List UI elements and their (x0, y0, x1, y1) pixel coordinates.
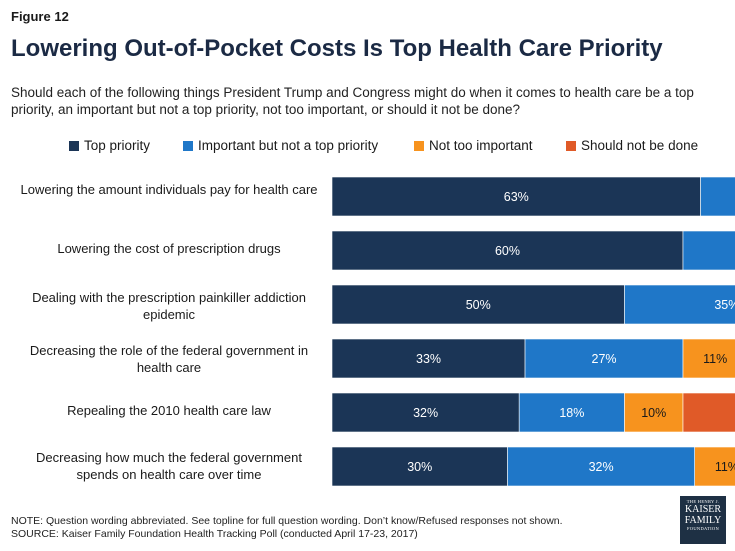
data-label: 50% (466, 298, 491, 312)
legend-swatch (183, 140, 193, 151)
data-label: 33% (416, 352, 441, 366)
bar-top-priority (331, 446, 508, 487)
legend-swatch (69, 140, 79, 151)
legend-item-important: Important but not a top priority (183, 138, 378, 153)
bar-top-priority (331, 338, 526, 379)
legend: Top priority Important but not a top pri… (0, 138, 735, 158)
row-label: Repealing the 2010 health care law (67, 403, 271, 418)
bar-top-priority (331, 284, 625, 325)
row-label: Decreasing the role of the federal gover… (29, 343, 309, 375)
data-label: 32% (589, 460, 614, 474)
logo-text: THE HENRY J. (686, 499, 720, 504)
data-label: 27% (592, 352, 617, 366)
figure-label: Figure 12 (11, 9, 69, 24)
row-label: Decreasing how much the federal governme… (36, 450, 302, 482)
bar-important (700, 176, 735, 217)
bar-top-priority (331, 392, 520, 433)
legend-item-should-not-be-done: Should not be done (566, 138, 698, 153)
data-label: 10% (641, 406, 666, 420)
data-label: 60% (495, 244, 520, 258)
legend-label: Should not be done (581, 138, 699, 153)
question-text: Should each of the following things Pres… (11, 85, 694, 117)
bar-not-too-important (624, 392, 684, 433)
row-label: Dealing with the prescription painkiller… (32, 290, 306, 322)
legend-item-not-too-important: Not too important (414, 138, 533, 153)
row-label: Lowering the cost of prescription drugs (57, 241, 281, 256)
kff-logo: THE HENRY J. KAISER FAMILY FOUNDATION (680, 496, 726, 544)
bar-should-not-be-done (682, 392, 735, 433)
legend-swatch (566, 140, 576, 151)
logo-text: FOUNDATION (687, 526, 719, 531)
bar-important (682, 230, 735, 271)
data-label: 63% (504, 190, 529, 204)
bar-top-priority (331, 176, 701, 217)
legend-label: Not too important (429, 138, 533, 153)
chart-title: Lowering Out-of-Pocket Costs Is Top Heal… (11, 35, 663, 62)
logo-text: KAISER (684, 504, 722, 515)
bar-important (524, 338, 684, 379)
source-text: SOURCE: Kaiser Family Foundation Health … (11, 528, 418, 540)
footnote: NOTE: Question wording abbreviated. See … (11, 515, 563, 541)
data-label: 18% (559, 406, 584, 420)
note-text: NOTE: Question wording abbreviated. See … (11, 515, 563, 527)
legend-swatch (414, 140, 424, 151)
data-label: 11% (715, 460, 735, 474)
legend-label: Important but not a top priority (198, 138, 379, 153)
row-label: Lowering the amount individuals pay for … (20, 182, 318, 197)
data-label: 32% (413, 406, 438, 420)
bar-not-too-important (682, 338, 735, 379)
logo-text: FAMILY (684, 515, 722, 526)
data-label: 30% (407, 460, 432, 474)
bar-important (507, 446, 695, 487)
legend-label: Top priority (84, 138, 151, 153)
bar-important (518, 392, 625, 433)
legend-item-top-priority: Top priority (69, 138, 150, 153)
bar-not-too-important (694, 446, 735, 487)
data-label: 11% (703, 352, 727, 366)
bar-important (624, 284, 735, 325)
data-label: 35% (714, 298, 735, 312)
